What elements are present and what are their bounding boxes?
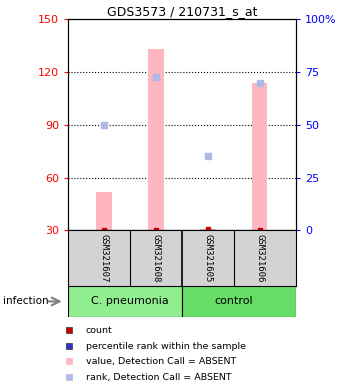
Text: count: count [86,326,113,335]
Title: GDS3573 / 210731_s_at: GDS3573 / 210731_s_at [107,5,257,18]
Text: percentile rank within the sample: percentile rank within the sample [86,342,246,351]
Bar [252,83,267,230]
Text: GSM321605: GSM321605 [203,234,212,282]
Text: control: control [214,296,253,306]
Bar [97,192,112,230]
Text: value, Detection Call = ABSENT: value, Detection Call = ABSENT [86,357,236,366]
Bar [182,286,296,317]
Text: infection: infection [3,296,49,306]
Text: GSM321608: GSM321608 [152,234,160,282]
Text: GSM321607: GSM321607 [100,234,109,282]
Bar [200,228,216,230]
Text: C. pneumonia: C. pneumonia [91,296,169,306]
Bar [68,286,182,317]
Bar [148,49,164,230]
Text: GSM321606: GSM321606 [255,234,264,282]
Text: rank, Detection Call = ABSENT: rank, Detection Call = ABSENT [86,373,231,382]
